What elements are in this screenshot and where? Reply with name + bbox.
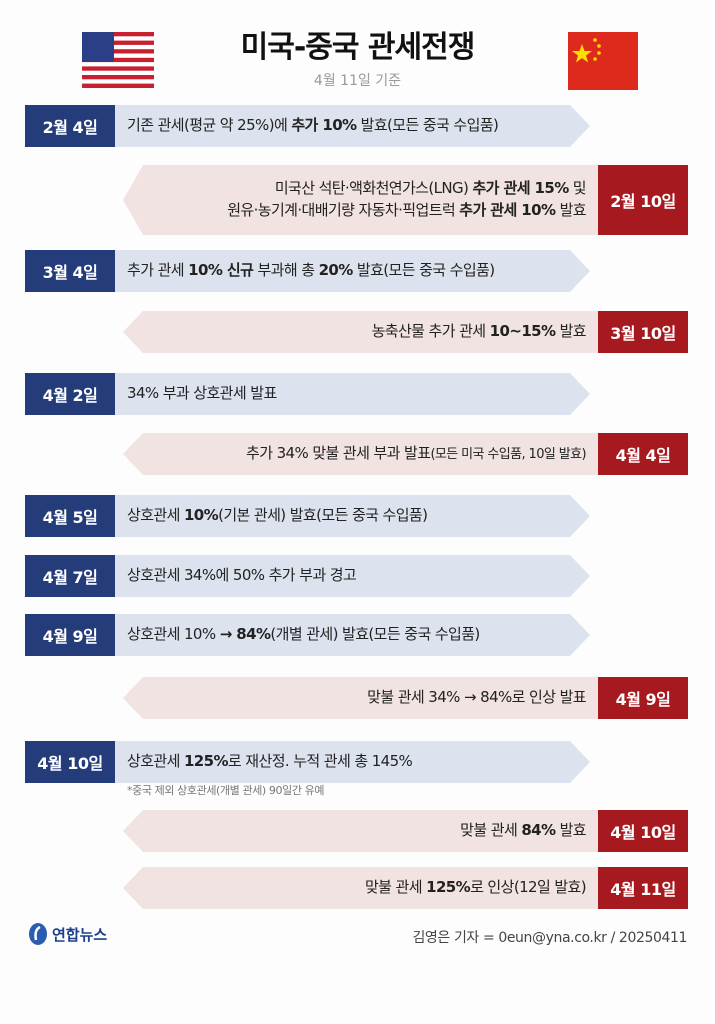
event-text-bold: 10% 신규	[188, 261, 254, 280]
event-text: 상호관세 34%에 50% 추가 부과 경고	[127, 565, 356, 587]
event-arrow: 맞불 관세 125%로 인상(12일 발효)	[123, 867, 598, 909]
event-text-segment: 로 인상(12일 발효)	[470, 878, 587, 897]
event-arrow: 상호관세 34%에 50% 추가 부과 경고	[115, 555, 590, 597]
event-text: 상호관세 10% → 84%(개별 관세) 발효(모든 중국 수입품)	[127, 624, 480, 646]
timeline-row-us: 4월 2일 34% 부과 상호관세 발표	[25, 373, 590, 415]
event-text-segment: 기존 관세(평균 약 25%)에	[127, 116, 292, 135]
event-text-segment: 원유·농기계·대배기량 자동차·픽업트럭	[227, 201, 460, 219]
event-text-segment: 상호관세	[127, 752, 184, 771]
event-arrow: 맞불 관세 34% → 84%로 인상 발표	[123, 677, 598, 719]
date-badge: 4월 10일	[25, 741, 115, 783]
event-text: 추가 관세 10% 신규 부과해 총 20% 발효(모든 중국 수입품)	[127, 260, 495, 282]
event-text-bold: 10~15%	[489, 322, 556, 341]
event-text: 34% 부과 상호관세 발표	[127, 383, 277, 405]
event-text: 상호관세 125%로 재산정. 누적 관세 총 145%	[127, 751, 412, 773]
event-text: 기존 관세(평균 약 25%)에 추가 10% 발효(모든 중국 수입품)	[127, 115, 498, 137]
event-text-segment: 상호관세 34%에 50% 추가 부과 경고	[127, 566, 357, 585]
event-text-segment: 상호관세	[127, 506, 184, 525]
event-text: 추가 34% 맞불 관세 부과 발표(모든 미국 수입품, 10일 발효)	[246, 443, 587, 465]
timeline-row-us: 4월 10일 상호관세 125%로 재산정. 누적 관세 총 145%	[25, 741, 590, 783]
event-arrow: 맞불 관세 84% 발효	[123, 810, 598, 852]
event-text-segment: 부과해 총	[253, 261, 319, 280]
event-text: 상호관세 10%(기본 관세) 발효(모든 중국 수입품)	[127, 505, 427, 527]
event-text-segment: 발효	[555, 201, 587, 219]
event-text-segment: 로 재산정. 누적 관세 총 145%	[227, 752, 413, 771]
event-text-segment: 발효	[555, 821, 587, 840]
yonhap-logo-icon	[29, 923, 47, 945]
event-text: 맞불 관세 34% → 84%로 인상 발표	[367, 687, 586, 709]
us-flag-icon	[82, 32, 154, 88]
page-subtitle: 4월 11일 기준	[313, 73, 402, 89]
timeline-row-china: 맞불 관세 84% 발효 4월 10일	[123, 810, 688, 852]
event-text-segment: (개별 관세) 발효(모든 중국 수입품)	[270, 625, 480, 644]
timeline-row-us: 4월 7일 상호관세 34%에 50% 추가 부과 경고	[25, 555, 590, 597]
china-flag-icon	[568, 32, 638, 90]
logo-text: 연합뉴스	[52, 925, 108, 944]
yonhap-logo: 연합뉴스	[28, 922, 107, 946]
date-badge: 4월 9일	[25, 614, 115, 656]
event-arrow: 34% 부과 상호관세 발표	[115, 373, 590, 415]
event-text-bold: 추가 관세 10%	[459, 201, 556, 219]
event-text-segment: 발효(모든 중국 수입품)	[356, 116, 499, 135]
event-text-segment: 추가 34% 맞불 관세 부과 발표	[246, 444, 431, 463]
event-text-segment: 맞불 관세	[460, 821, 522, 840]
event-text-bold: 추가 10%	[291, 116, 357, 135]
credit-line: 김영은 기자 = 0eun@yna.co.kr / 20250411	[412, 930, 687, 946]
date-badge: 3월 10일	[598, 311, 688, 353]
date-badge: 4월 5일	[25, 495, 115, 537]
event-text-bold: 125%	[183, 752, 228, 771]
event-arrow: 추가 관세 10% 신규 부과해 총 20% 발효(모든 중국 수입품)	[115, 250, 590, 292]
event-text-segment: 발효	[555, 322, 587, 341]
event-arrow: 추가 34% 맞불 관세 부과 발표(모든 미국 수입품, 10일 발효)	[123, 433, 598, 475]
event-text-segment: (모든 미국 수입품, 10일 발효)	[430, 447, 586, 463]
timeline-row-china: 추가 34% 맞불 관세 부과 발표(모든 미국 수입품, 10일 발효) 4월 …	[123, 433, 688, 475]
date-badge: 2월 10일	[598, 165, 688, 235]
event-text-segment: 미국산 석탄·액화천연가스(LNG)	[274, 179, 473, 198]
event-arrow: 상호관세 10%(기본 관세) 발효(모든 중국 수입품)	[115, 495, 590, 537]
event-text-bold: → 84%	[219, 625, 271, 644]
event-text-segment: 농축산물 추가 관세	[371, 322, 490, 341]
date-badge: 3월 4일	[25, 250, 115, 292]
event-text-segment: 34% 부과 상호관세 발표	[127, 384, 277, 403]
event-text: 맞불 관세 84% 발효	[460, 820, 586, 842]
event-text-bold: 20%	[318, 261, 353, 280]
event-text-segment: 맞불 관세 34% → 84%로 인상 발표	[367, 688, 586, 707]
event-arrow: 상호관세 125%로 재산정. 누적 관세 총 145%	[115, 741, 590, 783]
event-text-segment: 추가 관세	[127, 261, 189, 280]
timeline-row-us: 4월 9일 상호관세 10% → 84%(개별 관세) 발효(모든 중국 수입품)	[25, 614, 590, 656]
event-text-segment: 발효(모든 중국 수입품)	[352, 261, 495, 280]
footnote: *중국 제외 상호관세(개별 관세) 90일간 유예	[127, 784, 325, 797]
date-badge: 4월 9일	[598, 677, 688, 719]
date-badge: 4월 11일	[598, 867, 688, 909]
event-text-bold: 84%	[521, 821, 556, 840]
event-text-segment: (기본 관세) 발효(모든 중국 수입품)	[218, 506, 428, 525]
event-arrow: 상호관세 10% → 84%(개별 관세) 발효(모든 중국 수입품)	[115, 614, 590, 656]
timeline-row-china: 맞불 관세 125%로 인상(12일 발효) 4월 11일	[123, 867, 688, 909]
page-title: 미국-중국 관세전쟁	[240, 30, 476, 65]
date-badge: 4월 2일	[25, 373, 115, 415]
event-text-bold: 10%	[183, 506, 219, 525]
event-text-segment: 맞불 관세	[364, 878, 427, 897]
event-text: 농축산물 추가 관세 10~15% 발효	[371, 321, 587, 343]
timeline-row-us: 3월 4일 추가 관세 10% 신규 부과해 총 20% 발효(모든 중국 수입품…	[25, 250, 590, 292]
timeline-row-us: 2월 4일 기존 관세(평균 약 25%)에 추가 10% 발효(모든 중국 수입…	[25, 105, 590, 147]
timeline-row-us: 4월 5일 상호관세 10%(기본 관세) 발효(모든 중국 수입품)	[25, 495, 590, 537]
date-badge: 4월 10일	[598, 810, 688, 852]
date-badge: 4월 7일	[25, 555, 115, 597]
event-arrow: 기존 관세(평균 약 25%)에 추가 10% 발효(모든 중국 수입품)	[115, 105, 590, 147]
event-text: 맞불 관세 125%로 인상(12일 발효)	[364, 877, 587, 899]
event-text-bold: 125%	[426, 878, 471, 897]
date-badge: 2월 4일	[25, 105, 115, 147]
event-arrow: 농축산물 추가 관세 10~15% 발효	[123, 311, 598, 353]
event-text-segment: 및	[568, 179, 587, 198]
timeline-row-china: 농축산물 추가 관세 10~15% 발효 3월 10일	[123, 311, 688, 353]
event-text-bold: 추가 관세 15%	[472, 179, 569, 198]
timeline-row-china: 맞불 관세 34% → 84%로 인상 발표 4월 9일	[123, 677, 688, 719]
event-text-segment: 상호관세 10%	[127, 625, 220, 644]
date-badge: 4월 4일	[598, 433, 688, 475]
